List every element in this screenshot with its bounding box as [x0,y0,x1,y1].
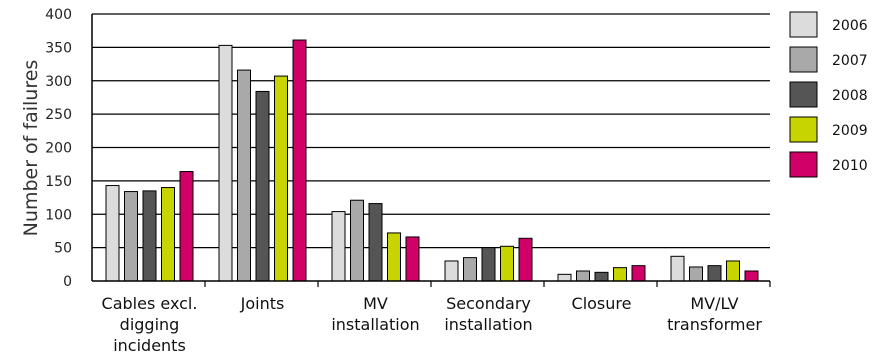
x-category-label: MV/LV transformer [667,294,762,334]
bar-2009-cat-1 [274,75,288,282]
bar-2009-cat-0 [161,187,175,282]
y-tick-label: 100 [45,207,72,223]
bar-2007-cat-3 [463,257,477,282]
bar-2008-cat-5 [707,265,722,282]
x-category-label: Joints [240,294,285,313]
y-tick-label: 200 [45,141,72,157]
x-category-label-line: digging [120,315,180,334]
legend-swatch-2006 [789,11,818,38]
bar-2010-cat-1 [292,39,307,282]
x-category-label: Closure [572,294,632,313]
bar-2006-cat-5 [670,255,685,282]
bar-2008-cat-2 [368,203,383,282]
bar-2009-cat-3 [500,245,514,282]
bar-2008-cat-4 [594,271,609,282]
legend-label: 2007 [832,53,868,69]
y-tick-label: 400 [45,7,72,23]
x-category-label-line: transformer [667,315,762,334]
bars [105,39,759,282]
legend-swatch-2010 [789,151,818,178]
x-category-label-line: MV [363,294,388,313]
x-category-label-line: Secondary [446,294,531,313]
x-category-label: Secondary installation [444,294,532,334]
x-category-label-line: MV/LV [690,294,738,313]
bar-2006-cat-4 [557,273,572,282]
bar-2010-cat-2 [405,236,420,282]
legend-label: 2008 [832,88,868,104]
bar-2009-cat-4 [613,267,627,282]
x-category-label-line: installation [331,315,419,334]
x-category-label: Cables excl. digging incidents [102,294,198,355]
bar-2009-cat-2 [387,232,401,282]
axes [91,14,771,287]
y-axis-label: Number of failures [20,60,42,237]
bar-2007-cat-1 [237,69,251,282]
bar-2008-cat-1 [255,90,270,282]
legend: 2006 2007 2008 2009 2010 [789,11,868,178]
legend-label: 2006 [832,18,868,34]
x-category-label-line: Joints [240,294,285,313]
bar-2007-cat-0 [124,191,138,282]
bar-2010-cat-5 [744,270,759,282]
bar-2008-cat-3 [481,247,496,282]
bar-2010-cat-3 [518,237,533,282]
bar-2006-cat-2 [331,211,346,282]
bar-2007-cat-2 [350,199,364,282]
x-category-label-line: Closure [572,294,632,313]
x-category-label-line: incidents [113,336,186,355]
bar-2010-cat-0 [179,171,194,282]
bar-2008-cat-0 [142,190,157,282]
x-category-label: MV installation [331,294,419,334]
legend-label: 2009 [832,123,868,139]
bar-2006-cat-1 [218,44,233,282]
y-tick-label: 50 [54,241,72,257]
bar-2010-cat-4 [631,265,646,282]
y-tick-label: 150 [45,174,72,190]
bar-2006-cat-0 [105,185,120,282]
bar-2006-cat-3 [444,260,459,282]
legend-label: 2010 [832,158,868,174]
x-axis-category-labels: Cables excl. digging incidents Joints MV inst… [102,294,763,355]
legend-swatch-2009 [789,116,818,143]
bar-2009-cat-5 [726,260,740,282]
y-tick-label: 350 [45,40,72,56]
y-axis-ticks: 0 50 100 150 200 250 300 350 400 [45,7,72,290]
legend-swatch-2008 [789,81,818,108]
y-tick-label: 250 [45,107,72,123]
bar-2007-cat-5 [689,266,703,282]
bar-2007-cat-4 [576,270,590,282]
x-category-label-line: Cables excl. [102,294,198,313]
gridlines [92,13,770,249]
legend-swatch-2007 [789,46,818,73]
y-tick-label: 300 [45,74,72,90]
x-category-label-line: installation [444,315,532,334]
y-tick-label: 0 [63,274,72,290]
